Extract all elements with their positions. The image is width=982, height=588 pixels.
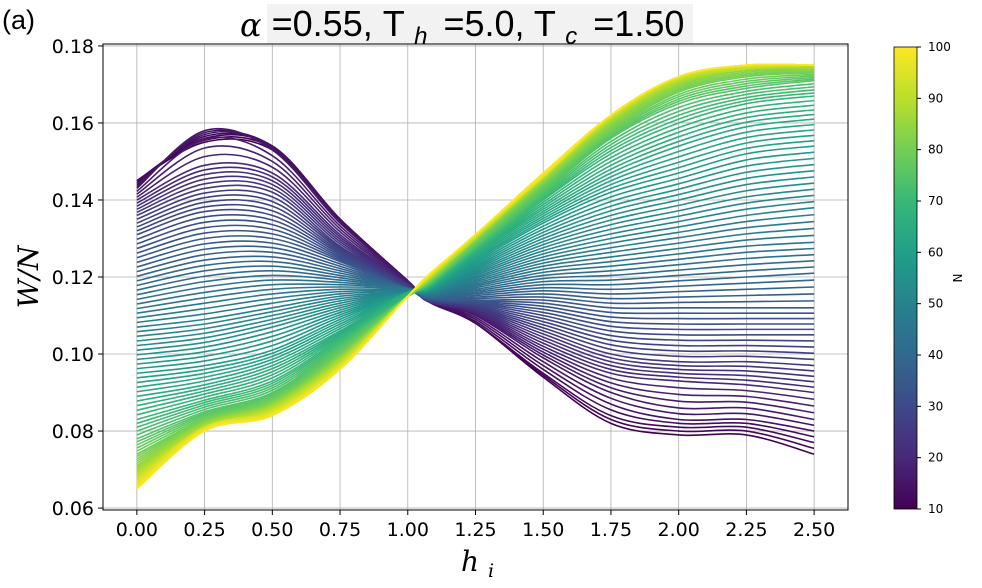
- y-tick-label: 0.12: [52, 267, 94, 289]
- series-line-N37: [136, 245, 815, 300]
- series-line-N48: [136, 220, 815, 319]
- colorbar-tick-label: 80: [928, 143, 943, 157]
- title-th-value: =5.0,: [443, 3, 524, 44]
- colorbar-tick-label: 10: [928, 502, 943, 516]
- title-tc-value: =1.50: [593, 3, 684, 44]
- title-alpha-value: =0.55,: [272, 3, 373, 44]
- x-axis-ticks: 0.00 0.25 0.50 0.75 1.00 1.25 1.50 1.75 2.00 2.25…: [116, 510, 835, 541]
- series-line-N38: [136, 250, 815, 299]
- series-line-N46: [136, 234, 815, 310]
- colorbar-tick-label: 90: [928, 91, 943, 105]
- series-line-N58: [136, 157, 815, 365]
- y-axis-ticks: 0.06 0.08 0.10 0.12 0.14 0.16 0.18: [52, 36, 103, 520]
- x-tick-label: 2.50: [793, 519, 835, 541]
- colorbar-tick-label: 40: [928, 348, 943, 362]
- x-tick-label: 1.75: [590, 519, 632, 541]
- series-line-N57: [136, 163, 815, 361]
- x-tick-label: 1.50: [522, 519, 564, 541]
- x-axis-label-main: h: [461, 545, 479, 578]
- series-line-N59: [136, 151, 815, 370]
- series-line-N54: [136, 182, 815, 347]
- series-line-N42: [136, 260, 815, 298]
- series-line-N64: [136, 123, 815, 393]
- title-th-sub: h: [414, 23, 427, 50]
- title-th: T: [383, 3, 405, 44]
- y-tick-label: 0.10: [52, 344, 94, 366]
- y-tick-label: 0.08: [52, 421, 94, 443]
- series-line-N45: [136, 241, 815, 305]
- series-line-N40: [136, 260, 815, 298]
- title-tc-sub: c: [565, 23, 577, 50]
- series-lines: [136, 63, 815, 490]
- colorbar-ticks: 10 20 30 40 50 60 70 80 90 100: [917, 40, 951, 516]
- y-tick-label: 0.16: [52, 113, 94, 135]
- series-line-N44: [136, 247, 815, 301]
- series-line-N51: [136, 200, 815, 333]
- series-line-N43: [136, 253, 815, 297]
- x-axis-label-sub: i: [488, 560, 494, 582]
- title-tc: T: [534, 3, 556, 44]
- y-tick-label: 0.18: [52, 36, 94, 58]
- x-tick-label: 1.25: [454, 519, 496, 541]
- x-tick-label: 0.25: [183, 519, 225, 541]
- colorbar-tick-label: 70: [928, 194, 943, 208]
- x-tick-label: 0.75: [319, 519, 361, 541]
- panel-label: (a): [2, 5, 35, 35]
- x-tick-label: 1.00: [387, 519, 429, 541]
- x-tick-label: 2.25: [725, 519, 767, 541]
- x-tick-label: 0.50: [251, 519, 293, 541]
- colorbar-tick-label: 20: [928, 451, 943, 465]
- series-line-N35: [136, 235, 815, 310]
- colorbar-tick-label: 50: [928, 297, 943, 311]
- y-tick-label: 0.14: [52, 190, 94, 212]
- series-line-N55: [136, 176, 815, 351]
- y-tick-label: 0.06: [52, 498, 94, 520]
- colorbar-label: N: [951, 274, 965, 283]
- series-line-N61: [136, 139, 815, 379]
- colorbar-tick-label: 30: [928, 399, 943, 413]
- y-axis-label: W/N: [12, 244, 45, 308]
- series-line-N100: [136, 63, 815, 490]
- series-line-N63: [136, 129, 815, 388]
- title-text: α =0.55, T h =5.0, T c =1.50: [240, 3, 684, 52]
- chart-title: α =0.55, T h =5.0, T c =1.50: [240, 3, 693, 52]
- title-background: [267, 4, 693, 44]
- series-line-N47: [136, 227, 815, 314]
- series-line-N60: [136, 145, 815, 375]
- series-line-N39: [136, 255, 815, 299]
- series-line-N50: [136, 206, 815, 328]
- series-line-N53: [136, 188, 815, 342]
- series-line-N52: [136, 194, 815, 338]
- series-line-N49: [136, 213, 815, 324]
- x-axis-label: h i: [461, 545, 494, 582]
- series-line-N56: [136, 169, 815, 356]
- series-line-N41: [136, 265, 815, 298]
- x-tick-label: 0.00: [116, 519, 158, 541]
- colorbar-tick-label: 60: [928, 245, 943, 259]
- series-line-N36: [136, 240, 815, 305]
- colorbar: [893, 46, 918, 510]
- x-tick-label: 2.00: [658, 519, 700, 541]
- series-line-N62: [136, 134, 815, 384]
- title-alpha: α: [240, 6, 262, 44]
- colorbar-tick-label: 100: [928, 40, 951, 54]
